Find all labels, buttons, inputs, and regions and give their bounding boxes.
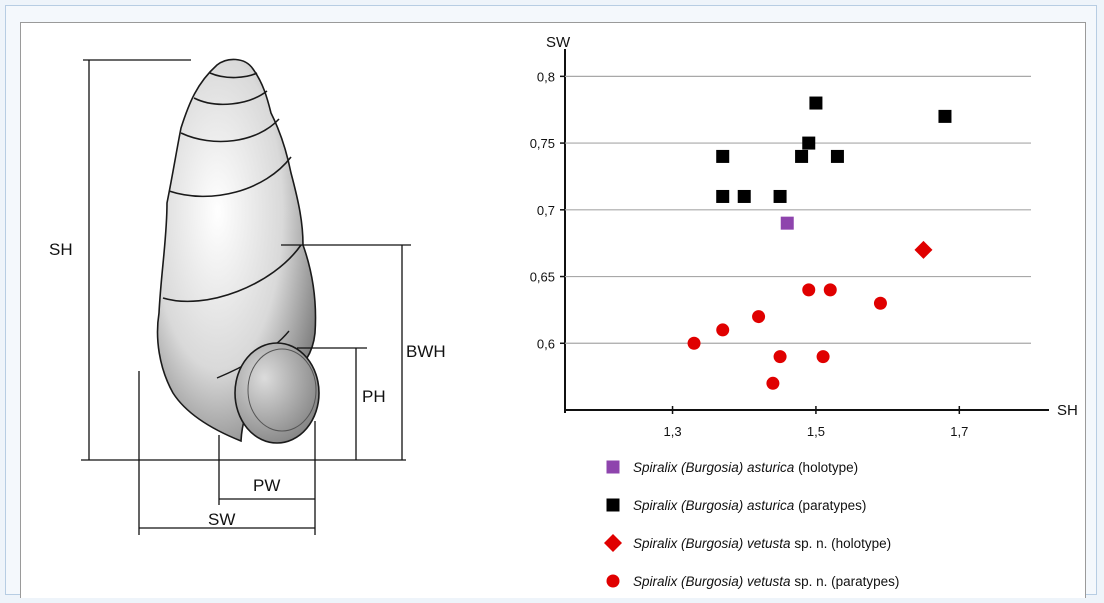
data-point xyxy=(766,376,780,390)
data-point xyxy=(823,283,837,297)
data-point xyxy=(687,336,701,350)
data-point xyxy=(737,189,751,203)
legend-entry-label: Spiralix (Burgosia) vetusta sp. n. (para… xyxy=(633,574,899,589)
data-point xyxy=(773,350,787,364)
legend-entry-label: Spiralix (Burgosia) asturica (paratypes) xyxy=(633,498,866,513)
data-point xyxy=(802,136,816,150)
data-points xyxy=(687,96,952,390)
data-point xyxy=(938,109,952,123)
scatter-chart: SW SH 0,6 0,65 0,7 0,75 0,8 1,3 1,5 1,7 xyxy=(530,34,1078,439)
chart-legend: Spiralix (Burgosia) asturica (holotype)S… xyxy=(604,460,899,589)
legend-entry-label: Spiralix (Burgosia) asturica (holotype) xyxy=(633,460,858,475)
legend-suffix: (paratypes) xyxy=(794,498,866,513)
data-point xyxy=(830,149,844,163)
data-point xyxy=(716,149,730,163)
data-point xyxy=(780,216,794,230)
shell-aperture xyxy=(234,342,320,444)
data-point xyxy=(873,296,887,310)
data-point xyxy=(914,240,933,259)
data-point xyxy=(752,310,766,324)
figure-svg: SH BWH PH PW SW SW SH xyxy=(49,34,1078,589)
x-axis-title: SH xyxy=(1057,402,1078,419)
x-tick-label: 1,7 xyxy=(950,424,968,439)
x-tick-label: 1,3 xyxy=(663,424,681,439)
legend-marker xyxy=(606,574,620,588)
data-point xyxy=(716,189,730,203)
legend-taxon-name: Spiralix (Burgosia) vetusta xyxy=(633,574,791,589)
legend-marker xyxy=(606,460,620,474)
gridlines xyxy=(565,75,1031,344)
y-tick-label: 0,7 xyxy=(537,203,555,218)
data-point xyxy=(809,96,823,110)
legend-taxon-name: Spiralix (Burgosia) asturica xyxy=(633,498,795,513)
x-tick-label: 1,5 xyxy=(807,424,825,439)
legend-entry-label: Spiralix (Burgosia) vetusta sp. n. (holo… xyxy=(633,536,891,551)
y-axis-title: SW xyxy=(546,34,571,51)
sh-label: SH xyxy=(49,240,73,259)
data-point xyxy=(802,283,816,297)
y-tick-label: 0,8 xyxy=(537,69,555,84)
y-tick-label: 0,65 xyxy=(530,270,555,285)
y-ticks: 0,6 0,65 0,7 0,75 0,8 xyxy=(530,69,565,351)
shell-suture xyxy=(162,244,302,303)
legend-taxon-name: Spiralix (Burgosia) vetusta xyxy=(633,536,791,551)
ph-label: PH xyxy=(362,387,386,406)
pw-label: PW xyxy=(253,476,280,495)
data-point xyxy=(795,149,809,163)
legend-taxon-name: Spiralix (Burgosia) asturica xyxy=(633,460,795,475)
aperture-rim xyxy=(247,348,317,432)
x-ticks: 1,3 1,5 1,7 xyxy=(663,406,968,439)
legend-suffix: sp. n. (holotype) xyxy=(791,536,892,551)
shell-suture xyxy=(209,72,258,79)
data-point xyxy=(816,350,830,364)
legend-suffix: sp. n. (paratypes) xyxy=(791,574,900,589)
data-point xyxy=(716,323,730,337)
legend-marker xyxy=(604,534,622,552)
shell-diagram: SH BWH PH PW SW xyxy=(49,58,446,535)
shell-suture xyxy=(168,156,292,198)
legend-suffix: (holotype) xyxy=(794,460,858,475)
sw-label: SW xyxy=(208,510,235,529)
shell-suture xyxy=(193,90,268,106)
legend-marker xyxy=(606,498,620,512)
bwh-label: BWH xyxy=(406,342,446,361)
y-tick-label: 0,75 xyxy=(530,136,555,151)
data-point xyxy=(773,189,787,203)
figure-panel: SH BWH PH PW SW SW SH xyxy=(20,22,1086,598)
y-tick-label: 0,6 xyxy=(537,336,555,351)
shell-suture xyxy=(180,118,280,143)
